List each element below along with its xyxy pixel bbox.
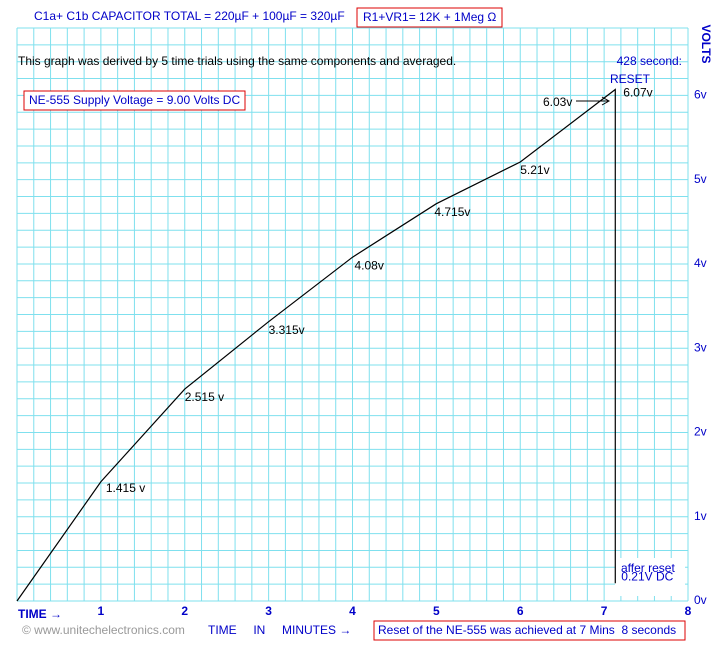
value-label: 2.515 v bbox=[185, 390, 224, 404]
y-tick-label: 3v bbox=[694, 340, 707, 354]
x-start-label: TIME → bbox=[18, 607, 62, 621]
y-axis-label: VOLTS bbox=[699, 24, 713, 63]
reset-time: 428 second: bbox=[617, 54, 682, 68]
reset-label: RESET bbox=[610, 72, 651, 86]
note-box bbox=[23, 90, 246, 111]
peak-note: 6.03v bbox=[543, 95, 572, 109]
value-label: 4.08v bbox=[355, 258, 384, 272]
value-label: 4.715v bbox=[434, 205, 470, 219]
x-tick-label: 1 bbox=[98, 604, 105, 618]
x-tick-label: 8 bbox=[685, 604, 692, 618]
y-tick-label: 6v bbox=[694, 88, 707, 102]
value-label: 3.315v bbox=[269, 323, 305, 337]
y-tick-label: 4v bbox=[694, 256, 707, 270]
note-box bbox=[356, 7, 503, 28]
x-tick-label: 6 bbox=[517, 604, 524, 618]
x-tick-label: 7 bbox=[601, 604, 608, 618]
value-label: 5.21v bbox=[520, 163, 549, 177]
x-axis-label: TIME IN MINUTES → bbox=[208, 623, 351, 637]
data-line bbox=[16, 88, 616, 602]
value-label: 0.21V DC bbox=[621, 569, 673, 583]
x-tick-label: 5 bbox=[433, 604, 440, 618]
note-box bbox=[373, 620, 686, 641]
reset-summary: Reset of the NE-555 was achieved at 7 Mi… bbox=[378, 623, 676, 637]
x-tick-label: 2 bbox=[181, 604, 188, 618]
supply-note: NE-555 Supply Voltage = 9.00 Volts DC bbox=[29, 93, 240, 107]
x-tick-label: 4 bbox=[349, 604, 356, 618]
y-tick-label: 0v bbox=[694, 593, 707, 607]
copyright: © www.unitechelectronics.com bbox=[22, 623, 185, 637]
after-reset: affer reset bbox=[621, 561, 675, 575]
y-tick-label: 5v bbox=[694, 172, 707, 186]
x-tick-label: 3 bbox=[265, 604, 272, 618]
y-tick-label: 1v bbox=[694, 509, 707, 523]
resistor-note: R1+VR1= 12K + 1Meg Ω bbox=[363, 10, 496, 24]
value-label: 6.07v bbox=[623, 86, 652, 100]
grid bbox=[16, 27, 689, 602]
y-tick-label: 2v bbox=[694, 425, 707, 439]
value-label: 1.415 v bbox=[106, 481, 145, 495]
reset-box bbox=[615, 558, 685, 596]
chart-title: C1a+ C1b CAPACITOR TOTAL = 220µF + 100µF… bbox=[34, 9, 345, 23]
subtitle: This graph was derived by 5 time trials … bbox=[18, 54, 456, 68]
